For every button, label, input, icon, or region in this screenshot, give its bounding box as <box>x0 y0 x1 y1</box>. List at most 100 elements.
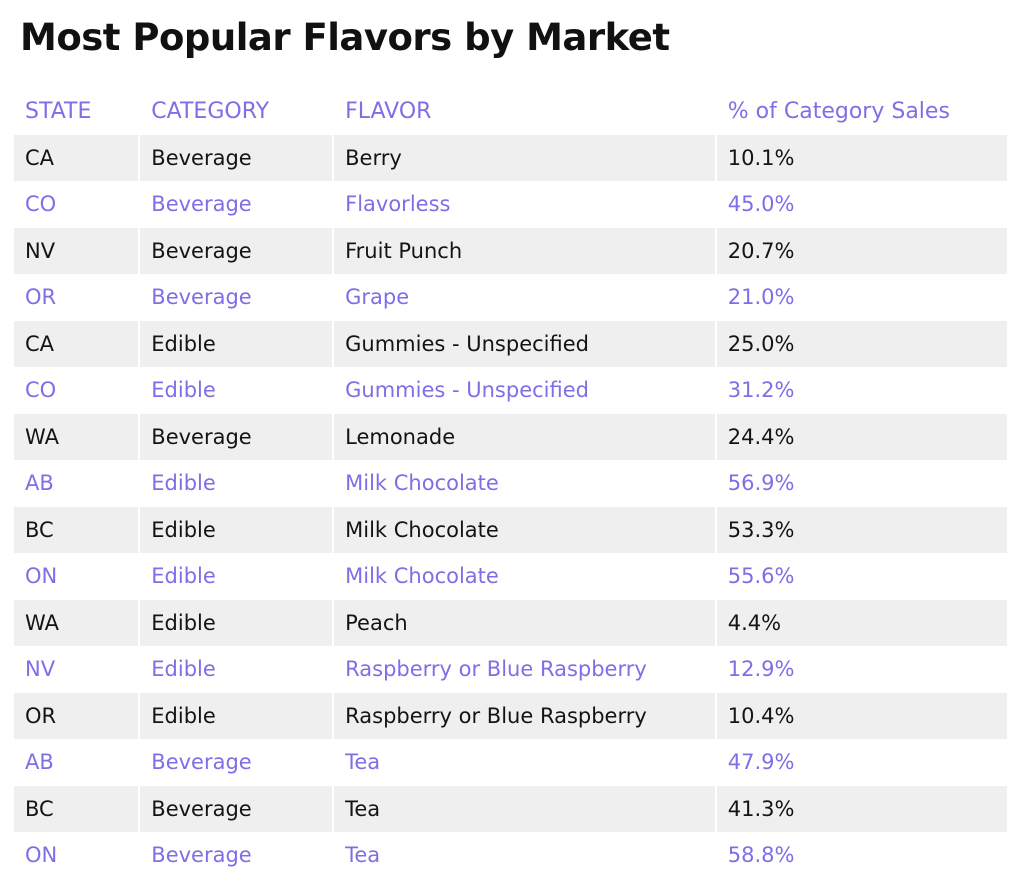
cell-flavor: Tea <box>334 832 715 879</box>
flavors-table: STATE CATEGORY FLAVOR % of Category Sale… <box>14 88 1007 879</box>
cell-category: Beverage <box>140 785 333 832</box>
cell-category: Edible <box>140 692 333 739</box>
cell-percent: 4.4% <box>716 599 1007 646</box>
column-divider <box>714 692 717 739</box>
column-divider <box>332 227 335 274</box>
cell-percent: 53.3% <box>716 506 1007 553</box>
column-divider <box>332 460 335 507</box>
cell-percent: 56.9% <box>716 460 1007 507</box>
column-divider <box>138 692 141 739</box>
cell-percent: 31.2% <box>716 367 1007 414</box>
column-divider <box>332 832 335 879</box>
table-row: BC Edible Milk Chocolate 53.3% <box>14 506 1007 553</box>
column-divider <box>138 367 141 414</box>
cell-state: ON <box>14 553 139 600</box>
column-divider <box>332 320 335 367</box>
cell-category: Edible <box>140 367 333 414</box>
column-divider <box>138 227 141 274</box>
cell-flavor: Raspberry or Blue Raspberry <box>334 692 715 739</box>
column-divider <box>138 553 141 600</box>
column-divider <box>332 181 335 228</box>
cell-percent: 10.4% <box>716 692 1007 739</box>
cell-percent: 41.3% <box>716 785 1007 832</box>
cell-category: Beverage <box>140 413 333 460</box>
cell-category: Beverage <box>140 134 333 181</box>
cell-category: Beverage <box>140 832 333 879</box>
cell-percent: 10.1% <box>716 134 1007 181</box>
cell-state: CO <box>14 367 139 414</box>
table-row: BC Beverage Tea 41.3% <box>14 785 1007 832</box>
cell-category: Edible <box>140 553 333 600</box>
cell-flavor: Milk Chocolate <box>334 553 715 600</box>
table-row: OR Beverage Grape 21.0% <box>14 274 1007 321</box>
header-percent: % of Category Sales <box>727 98 950 124</box>
cell-state: CO <box>14 181 139 228</box>
cell-flavor: Flavorless <box>334 181 715 228</box>
cell-state: CA <box>14 320 139 367</box>
cell-percent: 58.8% <box>716 832 1007 879</box>
table-row: WA Edible Peach 4.4% <box>14 599 1007 646</box>
column-divider <box>138 134 141 181</box>
column-divider <box>714 227 717 274</box>
column-divider <box>332 599 335 646</box>
cell-percent: 24.4% <box>716 413 1007 460</box>
cell-flavor: Tea <box>334 739 715 786</box>
column-divider <box>332 413 335 460</box>
column-divider <box>138 413 141 460</box>
cell-state: AB <box>14 460 139 507</box>
cell-category: Edible <box>140 320 333 367</box>
column-divider <box>714 785 717 832</box>
cell-percent: 45.0% <box>716 181 1007 228</box>
cell-flavor: Peach <box>334 599 715 646</box>
cell-flavor: Raspberry or Blue Raspberry <box>334 646 715 693</box>
column-divider <box>714 181 717 228</box>
cell-category: Beverage <box>140 227 333 274</box>
column-divider <box>332 367 335 414</box>
cell-state: NV <box>14 646 139 693</box>
column-divider <box>714 506 717 553</box>
column-divider <box>714 832 717 879</box>
column-divider <box>332 274 335 321</box>
column-divider <box>138 646 141 693</box>
column-divider <box>714 320 717 367</box>
column-divider <box>332 134 335 181</box>
cell-state: OR <box>14 274 139 321</box>
table-row: ON Edible Milk Chocolate 55.6% <box>14 553 1007 600</box>
column-divider <box>138 88 141 135</box>
cell-flavor: Berry <box>334 134 715 181</box>
column-divider <box>714 88 717 135</box>
table-row: NV Beverage Fruit Punch 20.7% <box>14 227 1007 274</box>
cell-category: Beverage <box>140 739 333 786</box>
column-divider <box>138 785 141 832</box>
column-divider <box>714 274 717 321</box>
column-divider <box>332 88 335 135</box>
column-divider <box>332 739 335 786</box>
column-divider <box>714 460 717 507</box>
cell-category: Beverage <box>140 181 333 228</box>
header-flavor: FLAVOR <box>345 98 432 124</box>
cell-category: Edible <box>140 599 333 646</box>
header-category: CATEGORY <box>151 98 270 124</box>
column-divider <box>714 367 717 414</box>
cell-flavor: Gummies - Unspecified <box>334 320 715 367</box>
table-body: CA Beverage Berry 10.1% CO Beverage Flavorless… <box>14 134 1007 879</box>
cell-category: Edible <box>140 460 333 507</box>
column-divider <box>138 320 141 367</box>
cell-flavor: Grape <box>334 274 715 321</box>
cell-percent: 25.0% <box>716 320 1007 367</box>
cell-state: AB <box>14 739 139 786</box>
table-row: CO Beverage Flavorless 45.0% <box>14 181 1007 228</box>
table-row: OR Edible Raspberry or Blue Raspberry 10.4% <box>14 692 1007 739</box>
table-row: CA Beverage Berry 10.1% <box>14 134 1007 181</box>
column-divider <box>714 413 717 460</box>
page-title: Most Popular Flavors by Market <box>20 16 670 59</box>
column-divider <box>138 599 141 646</box>
cell-percent: 20.7% <box>716 227 1007 274</box>
cell-state: WA <box>14 413 139 460</box>
cell-state: OR <box>14 692 139 739</box>
cell-category: Edible <box>140 646 333 693</box>
column-divider <box>138 832 141 879</box>
cell-flavor: Fruit Punch <box>334 227 715 274</box>
table-row: NV Edible Raspberry or Blue Raspberry 12.9% <box>14 646 1007 693</box>
cell-flavor: Gummies - Unspecified <box>334 367 715 414</box>
